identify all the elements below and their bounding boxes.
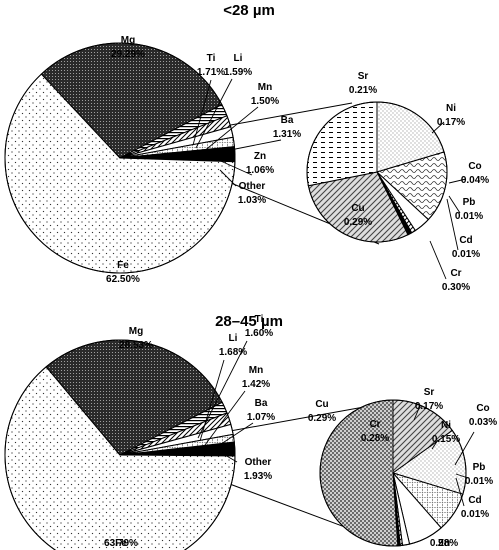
leader-line — [431, 439, 439, 450]
slice-value-ba: 1.31% — [273, 129, 301, 140]
leader-line — [192, 79, 212, 146]
chart-title: 28–45 µm — [215, 313, 283, 330]
sub-slice-value-ni: 0.17% — [437, 117, 465, 128]
leader-line — [446, 198, 459, 251]
sub-slice-value-co: 0.03% — [469, 417, 497, 428]
sub-slice-label-pb: Pb — [473, 462, 486, 473]
sub-slice-value-cu: 0.29% — [344, 217, 372, 228]
slice-value-mg: 28.53% — [119, 340, 153, 351]
slice-label-ti: Ti — [207, 53, 216, 64]
slice-label-zn: Zn — [254, 151, 266, 162]
slice-value-li: 1.68% — [219, 347, 247, 358]
sub-slice-label-pb: Pb — [463, 197, 476, 208]
leader-line — [204, 139, 282, 156]
sub-slice-value-ni: 0.15% — [432, 434, 460, 445]
leader-line — [219, 169, 237, 187]
sub-slice-value-zn: 0.98% — [430, 538, 458, 549]
sub-slice-label-sr: Sr — [358, 71, 369, 82]
sub-slice-label-cu: Cu — [351, 203, 364, 214]
slice-label-mn: Mn — [258, 82, 272, 93]
leader-line — [429, 240, 447, 280]
slice-label-li: Li — [229, 333, 238, 344]
sub-slice-value-sr: 0.21% — [349, 85, 377, 96]
leader-line — [448, 178, 467, 184]
slice-value-mg: 29.29% — [111, 49, 145, 60]
slice-label-other: Other — [245, 457, 272, 468]
sub-slice-label-zn: Zn — [438, 538, 450, 549]
slice-label-ba: Ba — [255, 398, 268, 409]
sub-slice-label-sr: Sr — [424, 387, 435, 398]
slice-label-other: Other — [239, 181, 266, 192]
slice-value-other: 1.03% — [238, 195, 266, 206]
leader-line — [213, 157, 253, 176]
slice-value-fe: 63.79% — [104, 538, 138, 549]
sub-slice-value-cd: 0.01% — [461, 509, 489, 520]
sub-slice-label-ni: Ni — [446, 103, 456, 114]
leader-line — [199, 359, 225, 442]
slice-label-mg: Mg — [129, 326, 143, 337]
slice-value-mn: 1.42% — [242, 379, 270, 390]
slice-label-li: Li — [234, 53, 243, 64]
leader-line — [197, 340, 248, 439]
pie-outline — [4, 42, 236, 274]
sub-slice-label-cr: Cr — [369, 419, 380, 430]
pie-chart-1: <28 µm Fe 62.50% Mg 29.29% Ti 1.71% Li 1.59% Mn 1.… — [4, 2, 489, 293]
sub-pie-outline — [306, 101, 448, 243]
leader-line — [455, 477, 465, 507]
sub-slice-label-co: Co — [468, 161, 481, 172]
leader-line — [202, 106, 259, 153]
sub-slice-label-cu: Cu — [315, 399, 328, 410]
sub-slice-value-pb: 0.01% — [465, 476, 493, 487]
slice-label-mn: Mn — [249, 365, 263, 376]
sub-slice-value-co: 0.04% — [461, 175, 489, 186]
slice-value-fe: 62.50% — [106, 274, 140, 285]
slice-label-fe: Fe — [117, 260, 129, 271]
leader-line — [413, 405, 421, 421]
slice-label-mg: Mg — [121, 35, 135, 46]
leader-line — [454, 431, 475, 466]
slice-value-li: 1.59% — [224, 67, 252, 78]
slice-value-zn: 1.06% — [246, 165, 274, 176]
sub-slice-cu — [306, 101, 378, 187]
sub-slice-label-cr: Cr — [450, 268, 461, 279]
leader-line — [431, 121, 445, 134]
sub-slice-label-co: Co — [476, 403, 489, 414]
slice-value-ti: 1.60% — [245, 328, 273, 339]
sub-slice-value-pb: 0.01% — [455, 211, 483, 222]
sub-slice-value-cr: 0.30% — [442, 282, 470, 293]
connector-line — [218, 406, 365, 434]
slice-label-ti: Ti — [255, 314, 264, 325]
leader-line — [195, 78, 233, 149]
sub-slice-value-cr: 0.28% — [361, 433, 389, 444]
slice-value-ba: 1.07% — [247, 412, 275, 423]
pie-outline — [4, 339, 236, 550]
sub-slice-value-cu: 0.29% — [308, 413, 336, 424]
sub-slice-value-sr: 0.17% — [415, 401, 443, 412]
slice-value-mn: 1.50% — [251, 96, 279, 107]
leader-line — [448, 195, 461, 214]
leader-line — [211, 422, 254, 451]
sub-slice-label-cd: Cd — [459, 235, 472, 246]
sub-slice-value-cd: 0.01% — [452, 249, 480, 260]
chart-title: <28 µm — [223, 2, 275, 19]
sub-slice-label-cd: Cd — [468, 495, 481, 506]
leader-line — [204, 390, 246, 446]
slice-label-ba: Ba — [281, 115, 294, 126]
slice-value-other: 1.93% — [244, 471, 272, 482]
leader-line — [224, 454, 238, 463]
leader-line — [455, 473, 469, 479]
slice-label-fe: Fe — [115, 538, 127, 549]
sub-slice-label-ni: Ni — [441, 420, 451, 431]
slice-value-ti: 1.71% — [197, 67, 225, 78]
sub-pie-outline — [319, 399, 467, 547]
